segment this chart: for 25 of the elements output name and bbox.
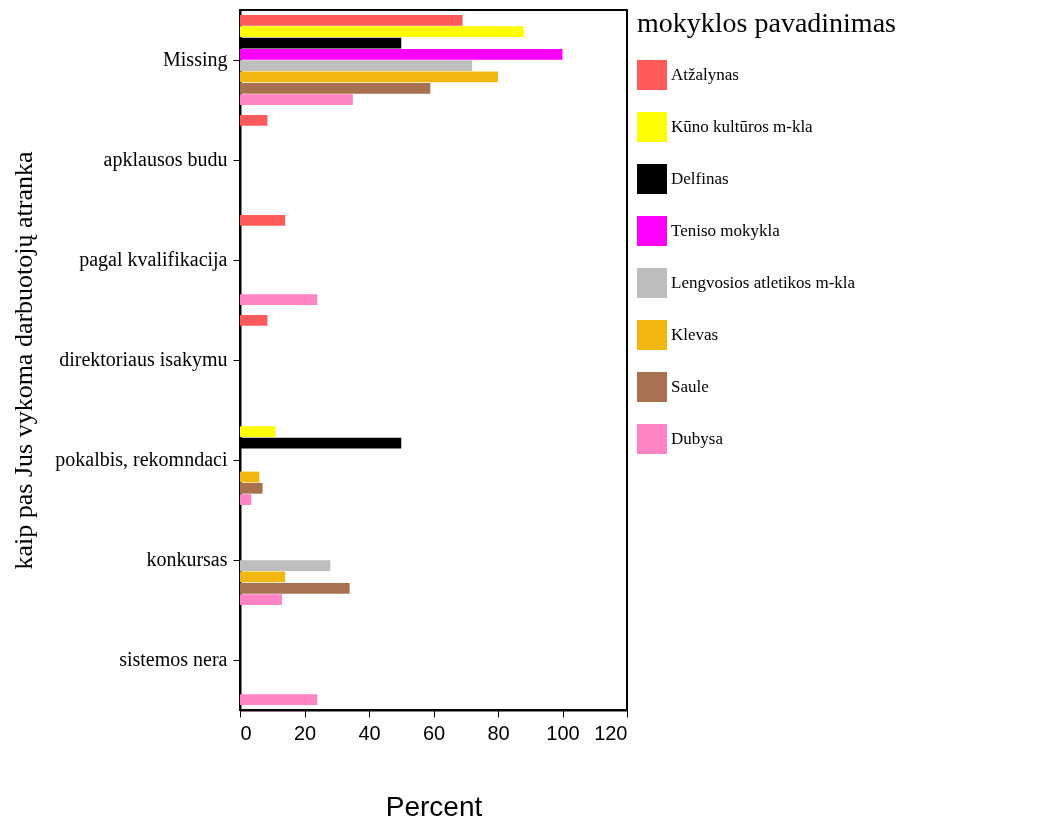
legend-label: Dubysa	[671, 429, 724, 448]
x-tick-label: 0	[240, 721, 252, 744]
y-tick-label: pagal kvalifikacija	[79, 248, 228, 271]
y-tick-label: Missing	[163, 48, 228, 71]
y-tick-label: apklausos budu	[103, 148, 228, 171]
x-tick-label: 80	[487, 721, 510, 744]
y-axis-title: kaip pas Jus vykoma darbuotojų atranka	[9, 151, 39, 570]
x-tick-label: 60	[422, 721, 446, 744]
y-tick-label: sistemos nera	[119, 648, 228, 670]
legend-title: mokyklos pavadinimas	[637, 7, 896, 38]
legend-label: Lengvosios atletikos m-kla	[671, 273, 856, 292]
legend-label: Kūno kultūros m-kla	[671, 117, 814, 136]
legend-label: Saule	[671, 377, 709, 396]
y-tick-label: pokalbis, rekomndaci	[55, 448, 228, 471]
x-tick-label: 40	[358, 721, 381, 744]
legend-label: Klevas	[671, 325, 719, 344]
y-tick-label: direktoriaus isakymu	[59, 348, 228, 371]
x-tick-label: 100	[546, 721, 580, 744]
x-tick-label: 20	[293, 721, 317, 744]
legend-label: Delfinas	[671, 169, 729, 188]
legend-label: Teniso mokykla	[671, 221, 781, 240]
x-tick-label: 120	[594, 721, 628, 744]
x-axis-title: Percent	[385, 790, 483, 822]
legend-label: Atžalynas	[671, 65, 739, 84]
y-tick-label: konkursas	[146, 548, 228, 570]
